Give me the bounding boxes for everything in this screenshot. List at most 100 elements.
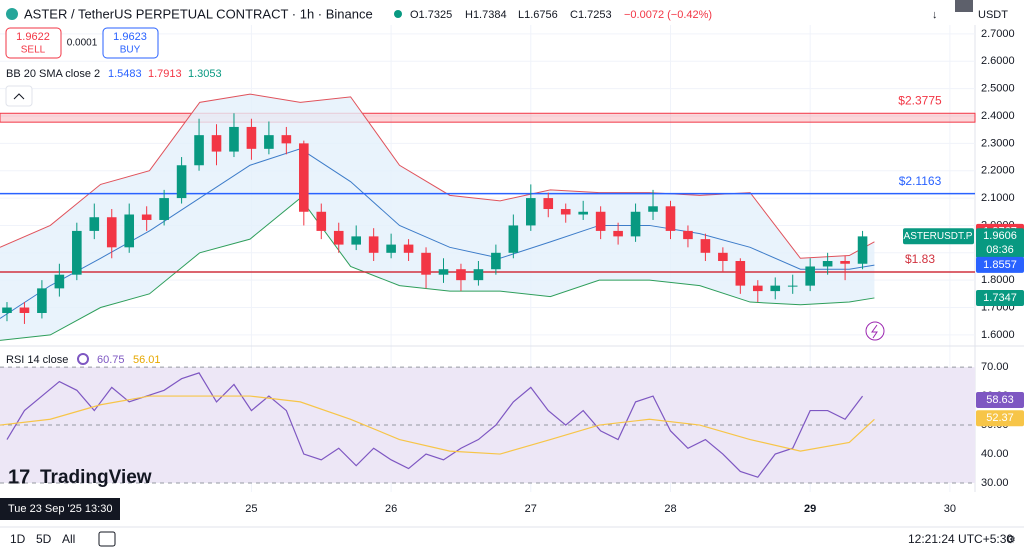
buy-button[interactable] <box>102 27 159 59</box>
price-tag <box>976 392 1024 409</box>
y-tick-label: 2.4000 <box>981 110 1015 122</box>
candle-body <box>840 261 850 264</box>
candle-body <box>456 269 466 281</box>
candle-body <box>281 135 292 144</box>
price-tag <box>976 290 1024 307</box>
currency[interactable]: USDT <box>978 9 1008 21</box>
candle-body <box>124 214 135 248</box>
avatar[interactable] <box>955 0 973 12</box>
logo: TradingView <box>40 467 152 488</box>
x-tick-label: 29 <box>804 503 816 515</box>
alert-bolt <box>871 324 878 339</box>
candle-body <box>735 261 746 286</box>
rsi-line <box>6 372 864 478</box>
ohlc-open: O1.7325 <box>410 9 452 21</box>
logo-mark: 17 <box>8 466 30 488</box>
candle-body <box>351 236 361 245</box>
y-tick-label: 30.00 <box>981 477 1009 489</box>
candle-body <box>560 209 571 215</box>
candle-body <box>368 236 379 253</box>
level-label: $2.1163 <box>899 174 942 188</box>
candle-body <box>630 211 641 237</box>
bb-label: BB 20 SMA close 2 <box>6 68 100 80</box>
candle-body <box>194 135 204 166</box>
candle-body <box>141 214 152 220</box>
price-tag-label: 1.7347 <box>983 292 1017 304</box>
range-5d[interactable]: 5D <box>36 532 52 546</box>
x-tick-label: 26 <box>385 503 397 515</box>
candle-body <box>857 236 868 264</box>
zone <box>0 112 976 123</box>
level-label: $1.83 <box>905 252 935 266</box>
candle-body <box>421 252 431 275</box>
candle-body <box>176 165 187 199</box>
y-tick-label: 40.00 <box>981 448 1009 460</box>
price-tag <box>976 228 1024 259</box>
calendar-icon[interactable] <box>98 531 116 547</box>
candle-body <box>2 307 12 313</box>
range-all[interactable]: All <box>62 532 75 546</box>
buy-label: BUY <box>120 45 141 56</box>
x-tick-label: 28 <box>664 503 676 515</box>
candle-body <box>386 244 396 253</box>
candle-body <box>648 206 658 212</box>
cursor-date: Tue 23 Sep '25 13:30 <box>8 503 112 515</box>
bb-upper: 1.7913 <box>148 68 182 80</box>
band-fill <box>0 94 875 341</box>
ohlc-high: H1.7384 <box>465 9 507 21</box>
rsi-ma-value: 56.01 <box>133 354 161 366</box>
candle-body <box>613 230 623 237</box>
candle-body <box>106 217 117 248</box>
price-tag-label: 58.63 <box>986 394 1014 406</box>
y-tick-label: 70.00 <box>981 361 1009 373</box>
symbol-title: ASTER / TetherUS PERPETUAL CONTRACT · 1h… <box>24 6 373 21</box>
clock: 12:21:24 UTC+5:30 <box>908 532 1013 546</box>
candle-body <box>700 239 711 253</box>
range-1d[interactable]: 1D <box>10 532 26 546</box>
candle-body <box>72 230 82 275</box>
candle-body <box>718 252 728 262</box>
candle-body <box>229 126 239 152</box>
settings-icon[interactable]: ⚙ <box>1006 534 1016 546</box>
candle-body <box>316 211 327 231</box>
candle-body <box>19 307 30 313</box>
symbol-icon <box>6 8 18 20</box>
y-tick-label: 2.6000 <box>981 55 1015 67</box>
bb-lower: 1.3053 <box>188 68 222 80</box>
collapse-icon <box>13 93 25 100</box>
sell-label: SELL <box>21 45 46 56</box>
alert-icon[interactable] <box>865 321 885 341</box>
ohlc-close: C1.7253 <box>570 9 612 21</box>
price-tag <box>976 410 1024 427</box>
y-tick-label: 2.5000 <box>981 83 1015 95</box>
candle-body <box>770 285 781 292</box>
rsi-label: RSI 14 close <box>6 354 68 366</box>
download-icon[interactable]: ↓ <box>932 9 938 21</box>
zone-label: $2.3775 <box>898 93 942 107</box>
candle-body <box>752 285 763 292</box>
ohlc-low: L1.6756 <box>518 9 558 21</box>
spread: 0.0001 <box>67 38 98 49</box>
candle-body <box>264 135 274 149</box>
candle-body <box>491 252 501 270</box>
candle-body <box>89 217 100 231</box>
rsi-icon <box>77 353 89 365</box>
candle-body <box>543 198 554 210</box>
ohlc-change: −0.0072 (−0.42%) <box>624 9 712 21</box>
y-tick-label: 2.3000 <box>981 137 1015 149</box>
candle-body <box>473 269 484 281</box>
price-tag-label: 52.37 <box>986 412 1014 424</box>
candle-body <box>211 135 222 152</box>
status-dot <box>394 10 402 18</box>
band-line <box>0 197 875 341</box>
collapse-button[interactable] <box>5 85 33 107</box>
candle-body <box>595 211 606 231</box>
y-tick-label: 2.7000 <box>981 28 1015 40</box>
candle-body <box>822 261 833 267</box>
price-tag-label: 1.8557 <box>983 259 1017 271</box>
sell-button[interactable] <box>5 27 62 59</box>
sell-price: 1.9622 <box>16 31 50 43</box>
y-tick-label: 2.2000 <box>981 165 1015 177</box>
rsi-line <box>0 395 875 455</box>
candle-body <box>787 285 798 287</box>
